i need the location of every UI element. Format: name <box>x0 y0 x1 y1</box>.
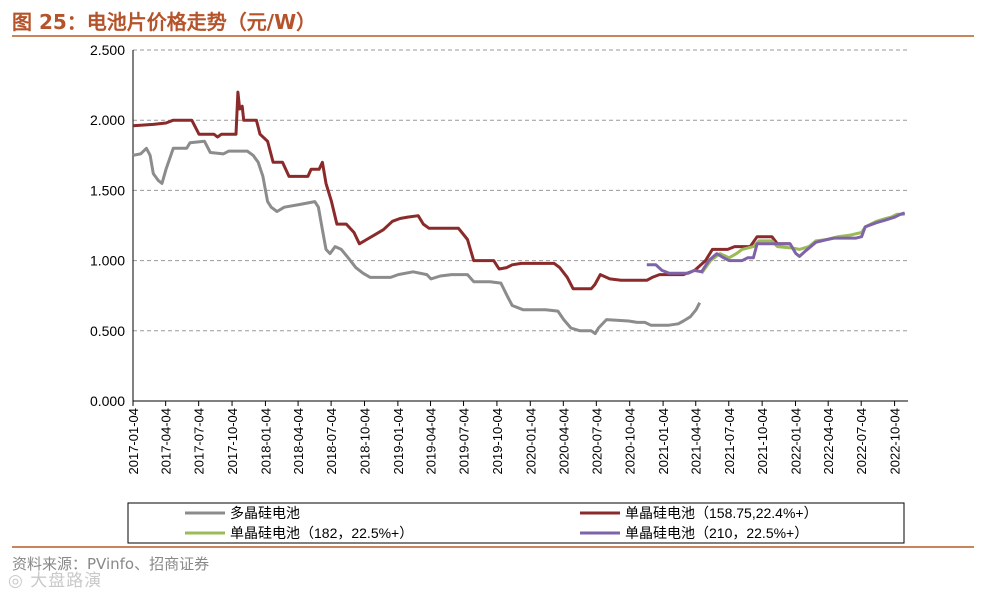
legend-label-1: 多晶硅电池 <box>230 505 300 521</box>
series-line-2 <box>132 90 791 291</box>
price-trend-chart: 0.000 0.500 1.000 1.500 2.000 2.500 2017-01-04… <box>90 42 908 544</box>
y-tick-label: 0.000 <box>90 393 125 409</box>
legend-label-3: 单晶硅电池（182，22.5%+） <box>230 525 413 541</box>
x-tick-label: 2022-01-04 <box>789 408 804 475</box>
x-tick-label: 2020-01-04 <box>523 408 538 475</box>
x-tick-label: 2018-10-04 <box>357 408 372 475</box>
x-tick-label: 2020-04-04 <box>556 408 571 475</box>
x-tick-label: 2018-01-04 <box>258 408 273 475</box>
watermark: ◎ 大盘路演 <box>8 571 103 591</box>
x-tick-label: 2020-07-04 <box>589 408 604 475</box>
x-tick-label: 2019-07-04 <box>457 408 472 475</box>
x-tick-label: 2021-01-04 <box>656 408 671 475</box>
source-note: 资料来源：PVinfo、招商证券 <box>12 555 210 573</box>
x-tick-label: 2021-04-04 <box>689 408 704 475</box>
x-tick-label: 2017-10-04 <box>225 408 240 475</box>
chart-title: 图 25：电池片价格走势（元/W） <box>12 10 317 34</box>
legend-label-2: 单晶硅电池（158.75,22.4%+） <box>625 505 818 521</box>
y-tick-label: 1.000 <box>90 253 125 269</box>
x-tick-label: 2017-04-04 <box>159 408 174 475</box>
series-line-4 <box>646 211 906 275</box>
legend-box <box>127 502 905 544</box>
x-tick-label: 2017-01-04 <box>126 408 141 475</box>
x-tick-label: 2019-10-04 <box>490 408 505 475</box>
x-tick-label: 2018-04-04 <box>291 408 306 475</box>
x-tick-label: 2022-04-04 <box>821 408 836 475</box>
x-tick-label: 2022-07-04 <box>854 408 869 475</box>
y-tick-label: 2.000 <box>90 112 125 128</box>
y-tick-label: 1.500 <box>90 182 125 198</box>
x-tick-label: 2022-10-04 <box>888 408 903 475</box>
x-tick-label: 2020-10-04 <box>623 408 638 475</box>
x-tick-label: 2021-10-04 <box>755 408 770 475</box>
title-divider <box>12 35 974 37</box>
x-tick-label: 2018-07-04 <box>324 408 339 475</box>
series-line-1 <box>132 139 702 336</box>
footer-divider <box>12 546 974 548</box>
x-tick-label: 2019-01-04 <box>391 408 406 475</box>
y-tick-label: 2.500 <box>90 42 125 58</box>
x-tick-label: 2021-07-04 <box>722 408 737 475</box>
x-tick-label: 2019-04-04 <box>424 408 439 475</box>
legend-label-4: 单晶硅电池（210，22.5%+） <box>625 525 808 541</box>
y-tick-label: 0.500 <box>90 323 125 339</box>
x-tick-label: 2017-07-04 <box>192 408 207 475</box>
